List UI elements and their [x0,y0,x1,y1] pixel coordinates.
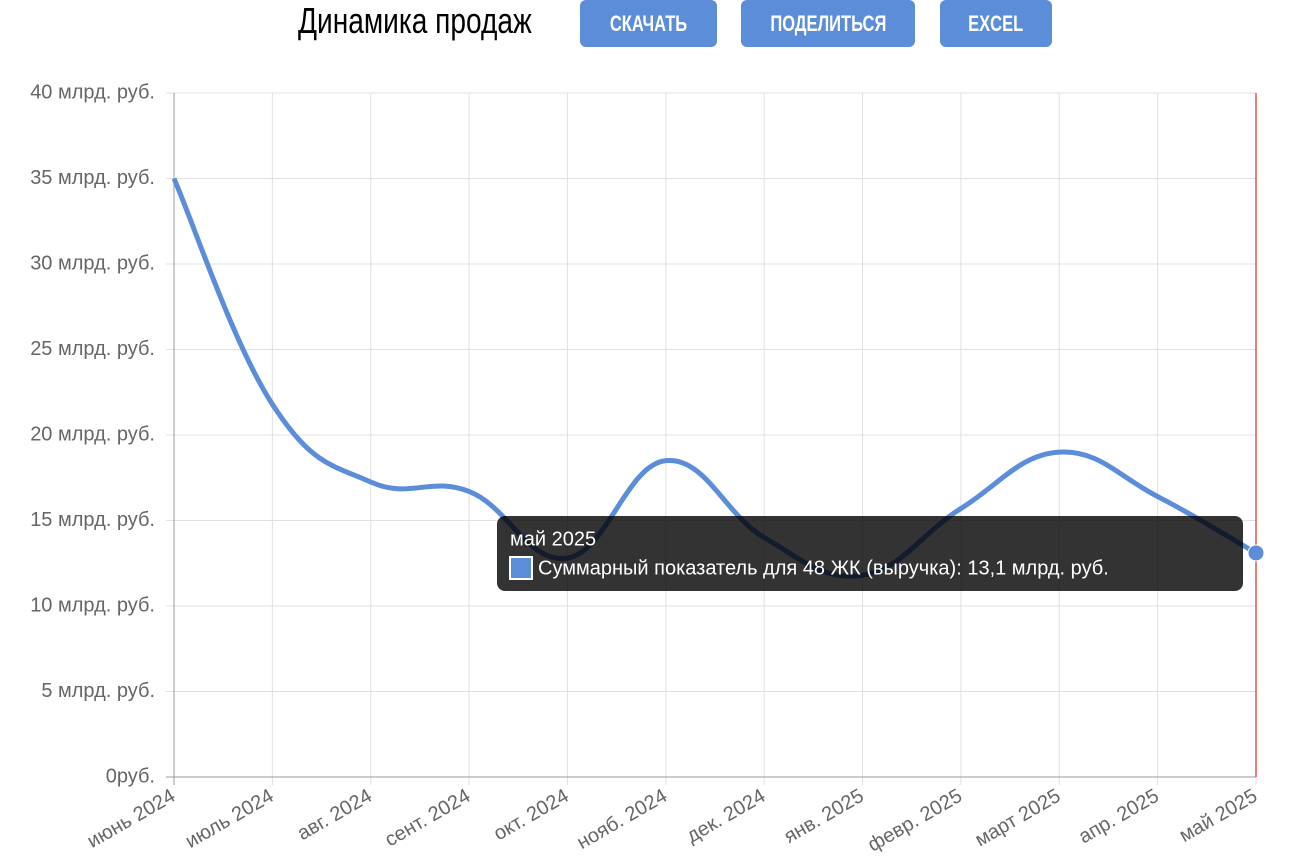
x-tick-label: май 2025 [1176,785,1262,847]
x-tick-label: окт. 2024 [490,785,573,845]
y-tick-label: 10 млрд. руб. [30,594,155,616]
x-tick-label: июнь 2024 [84,785,180,853]
tooltip-title: май 2025 [510,528,596,550]
x-tick-label: февр. 2025 [864,785,966,857]
x-tick-label: янв. 2025 [780,785,867,848]
button-label: СКАЧАТЬ [609,10,688,36]
y-tick-label: 30 млрд. руб. [30,252,155,274]
y-tick-label: 25 млрд. руб. [30,338,155,360]
x-tick-label: дек. 2024 [683,785,769,848]
tooltip-box [497,516,1243,591]
button-label: ПОДЕЛИТЬСЯ [770,10,886,36]
y-tick-label: 40 млрд. руб. [30,81,155,103]
y-tick-label: 0руб. [106,765,155,787]
y-tick-label: 15 млрд. руб. [30,509,155,531]
x-tick-label: июль 2024 [182,785,278,853]
button-label: EXCEL [968,10,1024,36]
y-tick-label: 20 млрд. руб. [30,423,155,445]
x-tick-label: авг. 2024 [294,785,376,845]
share-button[interactable]: ПОДЕЛИТЬСЯ [741,0,915,47]
y-tick-label: 35 млрд. руб. [30,167,155,189]
hover-point [1247,544,1265,562]
excel-button[interactable]: EXCEL [940,0,1052,47]
tooltip-swatch [509,556,533,580]
x-tick-label: нояб. 2024 [573,785,671,854]
x-tick-label: апр. 2025 [1075,785,1163,848]
download-button[interactable]: СКАЧАТЬ [580,0,717,47]
tooltip-text: Суммарный показатель для 48 ЖК (выручка)… [538,557,1109,579]
x-tick-label: сент. 2024 [381,785,474,851]
x-tick-label: март 2025 [971,785,1064,851]
data-line [171,177,1258,579]
page-title: Динамика продаж [298,0,532,41]
y-tick-label: 5 млрд. руб. [41,680,155,702]
tooltip: май 2025 Суммарный показатель для 48 ЖК (… [497,516,1243,591]
